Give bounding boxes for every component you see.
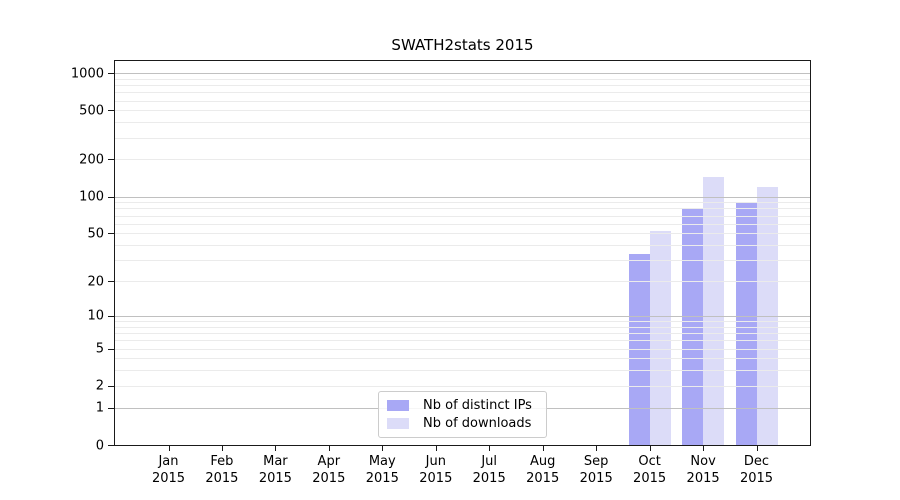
y-tick-label: 20 bbox=[87, 274, 104, 290]
y-tick bbox=[108, 110, 114, 112]
gridline-minor bbox=[115, 340, 810, 342]
x-tick-label-aug: Aug 2015 bbox=[526, 454, 560, 486]
x-tick bbox=[168, 446, 170, 451]
y-tick-label: 1 bbox=[95, 400, 104, 416]
gridline-minor bbox=[115, 321, 810, 322]
x-tick-label-mar: Mar 2015 bbox=[258, 454, 292, 486]
gridline-minor bbox=[115, 326, 810, 328]
y-tick bbox=[108, 159, 114, 161]
x-tick bbox=[382, 446, 384, 451]
gridline-minor bbox=[115, 85, 810, 86]
legend-swatch-downloads bbox=[387, 418, 409, 429]
gridline-minor bbox=[115, 223, 810, 225]
y-tick bbox=[108, 281, 114, 283]
x-tick-label-may: May 2015 bbox=[365, 454, 399, 486]
y-tick bbox=[108, 445, 114, 446]
x-tick bbox=[542, 446, 544, 451]
x-tick-label-nov: Nov 2015 bbox=[686, 454, 720, 486]
gridline-minor bbox=[115, 202, 810, 204]
gridline-minor bbox=[115, 137, 810, 139]
y-tick-label: 2 bbox=[95, 378, 104, 394]
x-tick-label-apr: Apr 2015 bbox=[312, 454, 346, 486]
x-axis: Jan 2015 Feb 2015 Mar 2015 Apr 2015 May 2015… bbox=[115, 446, 810, 496]
gridline-minor bbox=[115, 245, 810, 246]
legend-label-distinct-ips: Nb of distinct IPs bbox=[423, 398, 532, 413]
gridline-minor bbox=[115, 370, 810, 372]
gridline-minor bbox=[115, 281, 810, 283]
y-tick-label: 1000 bbox=[70, 66, 104, 81]
x-tick-label-jul: Jul 2015 bbox=[472, 454, 506, 486]
x-tick bbox=[703, 446, 705, 451]
y-tick-label: 5 bbox=[95, 341, 104, 357]
y-tick bbox=[108, 233, 114, 235]
gridline-major bbox=[115, 73, 810, 74]
chart-title: SWATH2stats 2015 bbox=[391, 36, 534, 54]
y-tick bbox=[108, 348, 114, 350]
plot-area: Nb of distinct IPs Nb of downloads bbox=[114, 60, 811, 446]
gridline-minor bbox=[115, 110, 810, 112]
gridline-minor bbox=[115, 159, 810, 161]
y-tick-label: 10 bbox=[87, 308, 104, 324]
x-tick bbox=[489, 446, 491, 451]
legend-item-distinct-ips: Nb of distinct IPs bbox=[387, 398, 538, 413]
x-tick-label-sep: Sep 2015 bbox=[579, 454, 613, 486]
x-tick bbox=[649, 446, 651, 451]
y-tick bbox=[108, 73, 114, 74]
y-tick bbox=[108, 315, 114, 317]
gridline-minor bbox=[115, 348, 810, 350]
y-tick-label: 200 bbox=[79, 152, 104, 168]
gridline-major bbox=[115, 315, 810, 317]
y-tick bbox=[108, 407, 114, 409]
legend-label-downloads: Nb of downloads bbox=[423, 416, 532, 431]
y-tick-label: 100 bbox=[79, 189, 104, 205]
legend: Nb of distinct IPs Nb of downloads bbox=[378, 391, 547, 438]
gridline-minor bbox=[115, 122, 810, 124]
bar-oct-downloads bbox=[649, 231, 671, 445]
bar-nov-distinct-ips bbox=[682, 207, 704, 445]
y-tick-label: 500 bbox=[79, 103, 104, 119]
y-tick-label: 0 bbox=[95, 438, 104, 453]
gridline-minor bbox=[115, 385, 810, 387]
y-axis: 0 1 2 5 10 20 50 100 200 500 1000 bbox=[0, 61, 114, 452]
legend-item-downloads: Nb of downloads bbox=[387, 416, 538, 431]
x-tick-label-jan: Jan 2015 bbox=[151, 454, 186, 486]
x-tick-label-dec: Dec 2015 bbox=[739, 454, 774, 486]
x-tick-label-jun: Jun 2015 bbox=[419, 454, 453, 486]
gridline-minor bbox=[115, 208, 810, 210]
x-tick bbox=[435, 446, 437, 451]
legend-swatch-distinct-ips bbox=[387, 400, 409, 411]
x-tick bbox=[328, 446, 330, 451]
gridline-minor bbox=[115, 233, 810, 235]
x-tick-label-oct: Oct 2015 bbox=[633, 454, 667, 486]
x-tick-label-feb: Feb 2015 bbox=[205, 454, 239, 486]
x-tick bbox=[221, 446, 223, 451]
x-tick bbox=[596, 446, 598, 451]
gridline-minor bbox=[115, 358, 810, 360]
gridline-minor bbox=[115, 92, 810, 94]
gridline-major bbox=[115, 196, 810, 198]
gridline-minor bbox=[115, 78, 810, 80]
gridline-minor bbox=[115, 215, 810, 217]
gridline-minor bbox=[115, 100, 810, 102]
gridline-minor bbox=[115, 333, 810, 334]
y-tick bbox=[108, 385, 114, 387]
bar-nov-downloads bbox=[703, 176, 725, 445]
gridline-minor bbox=[115, 260, 810, 262]
y-tick bbox=[108, 196, 114, 198]
x-tick bbox=[756, 446, 758, 451]
y-tick-label: 50 bbox=[87, 226, 104, 242]
x-tick bbox=[275, 446, 277, 451]
bar-dec-distinct-ips bbox=[735, 203, 757, 445]
